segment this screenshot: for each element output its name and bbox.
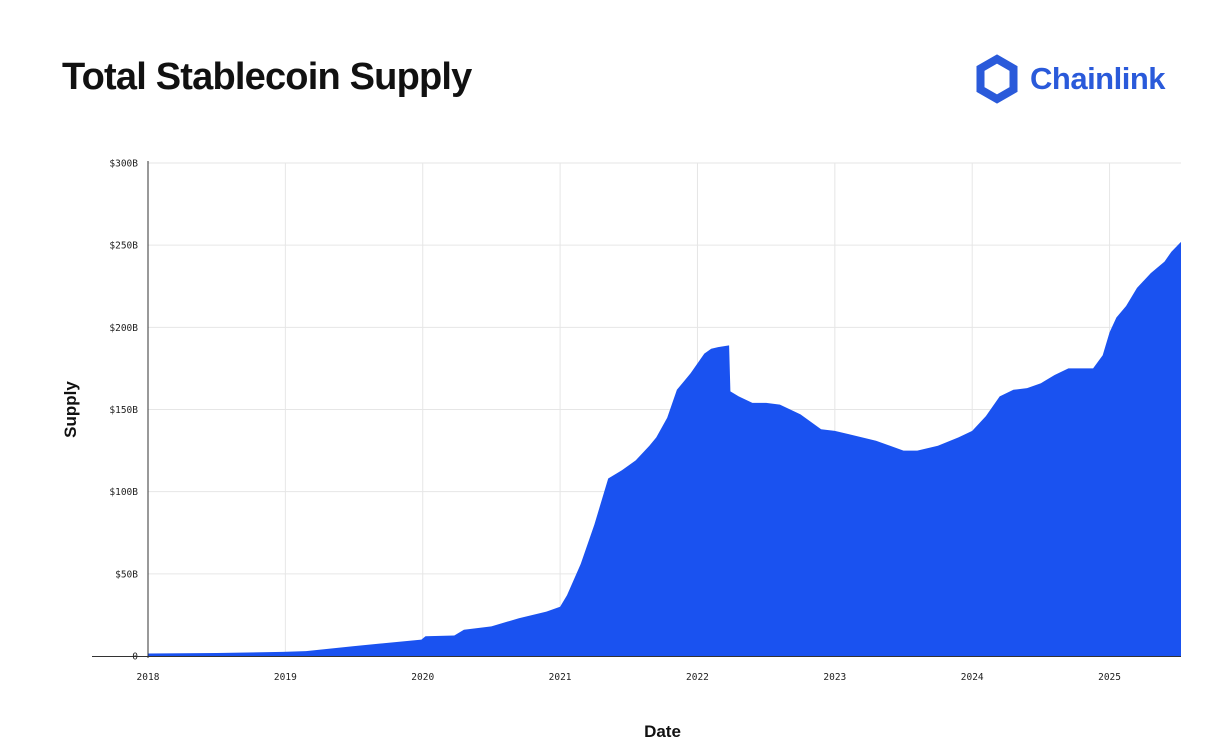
x-tick-label: 2020	[411, 672, 434, 683]
x-tick-label: 2023	[823, 672, 846, 683]
y-tick-label: $200B	[109, 323, 138, 334]
brand-logo: Chainlink	[974, 54, 1166, 104]
chart-axes	[92, 161, 1181, 658]
y-tick-label: $300B	[109, 159, 138, 170]
y-tick-label: $250B	[109, 241, 138, 252]
x-axis-label: Date	[644, 722, 681, 741]
x-tick-label: 2018	[137, 672, 160, 683]
hexagon-logo-icon	[976, 54, 1018, 104]
x-tick-label: 2024	[961, 672, 984, 683]
x-tick-label: 2025	[1098, 672, 1121, 683]
x-tick-label: 2019	[274, 672, 297, 683]
y-tick-label: $150B	[109, 405, 138, 416]
x-tick-label: 2022	[686, 672, 709, 683]
y-tick-label: $50B	[115, 569, 138, 580]
y-axis-label: Supply	[61, 381, 80, 438]
chart-plot-area	[148, 241, 1181, 656]
brand-name: Chainlink	[1030, 61, 1166, 96]
y-tick-label: $100B	[109, 487, 138, 498]
x-tick-label: 2021	[549, 672, 572, 683]
supply-area-series	[148, 241, 1181, 656]
page-title: Total Stablecoin Supply	[62, 56, 472, 98]
y-tick-label: 0	[132, 652, 138, 663]
chart-tick-labels: 0 $50B $100B $150B $200B $250B $300B 2018 2019 20…	[109, 159, 1121, 684]
